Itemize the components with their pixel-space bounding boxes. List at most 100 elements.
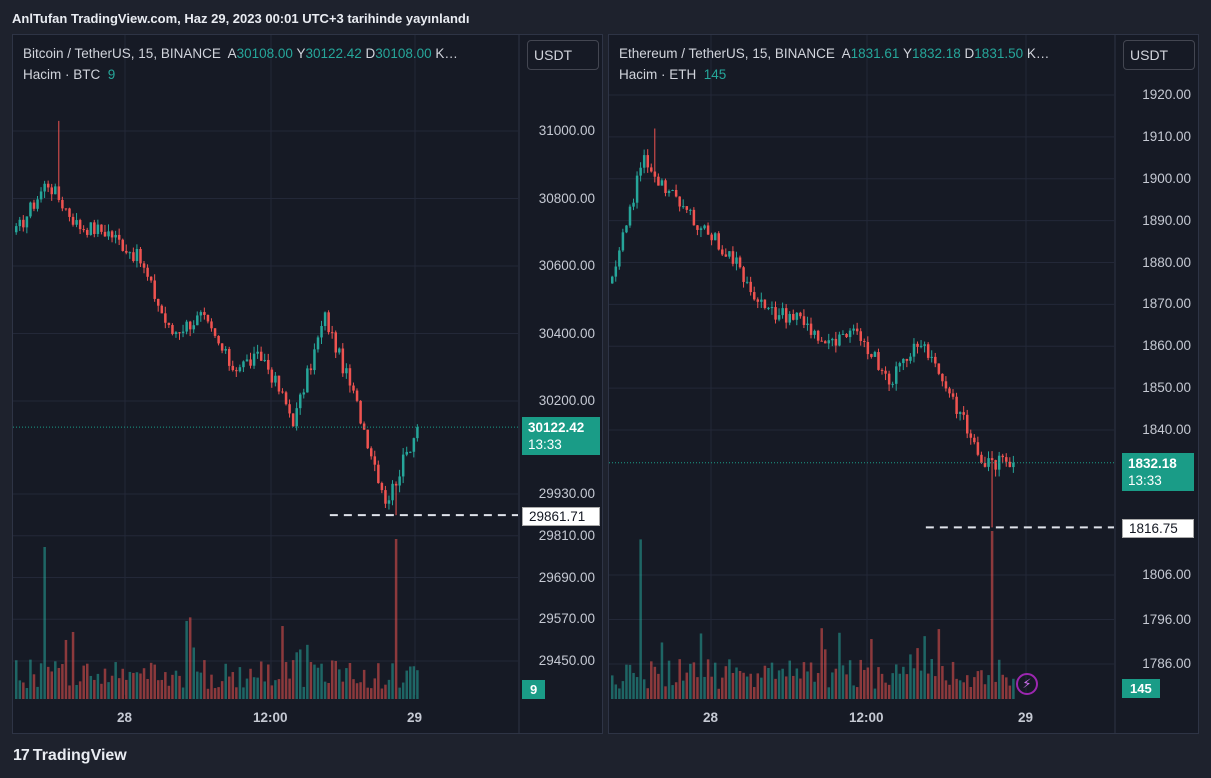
candle-body [277, 375, 281, 392]
volume-bar [228, 676, 231, 699]
candle-body [57, 186, 61, 200]
candle-body [274, 375, 277, 383]
candle-body [401, 454, 405, 477]
volume-bar [114, 662, 117, 699]
eth-price-chart[interactable] [609, 35, 1198, 733]
candle-body [831, 338, 834, 341]
volume-bar [625, 664, 628, 699]
candle-body [923, 344, 926, 346]
volume-bar [316, 667, 320, 699]
candle-body [256, 351, 259, 354]
volume-bar [57, 667, 61, 699]
candle-body [160, 305, 164, 314]
candle-body [827, 340, 831, 344]
volume-bar [834, 668, 838, 699]
candle-body [614, 266, 618, 277]
volume-bar [1005, 677, 1008, 699]
candle-body [114, 234, 117, 238]
volume-bar [213, 688, 217, 699]
candle-body [777, 315, 781, 320]
volume-bar [153, 664, 156, 699]
volume-bar [838, 632, 841, 699]
candle-body [891, 383, 894, 385]
volume-bar [302, 686, 306, 699]
candle-body [742, 267, 745, 282]
volume-bar [210, 674, 213, 699]
volume-bar [107, 682, 110, 699]
volume-bar [689, 663, 692, 699]
eth-volume-legend: Hacim · ETH 145 [619, 67, 726, 82]
candle-body [142, 263, 146, 268]
volume-bar [831, 672, 834, 699]
lightning-icon[interactable]: ⚡ [1016, 673, 1038, 695]
btc-chart-panel[interactable]: Bitcoin / TetherUS, 15, BINANCE A30108.0… [12, 34, 603, 734]
candle-body [852, 328, 855, 331]
volume-bar [873, 688, 877, 699]
volume-bar [642, 679, 646, 699]
volume-bar [763, 665, 767, 699]
volume-bar [639, 539, 642, 699]
candle-body [249, 359, 252, 366]
volume-bar [284, 662, 288, 699]
candle-body [912, 343, 916, 357]
candle-body [717, 233, 720, 250]
volume-bar [777, 670, 781, 699]
candle-body [660, 180, 664, 186]
eth-chart-panel[interactable]: Ethereum / TetherUS, 15, BINANCE A1831.6… [608, 34, 1199, 734]
eth-low-marker: 1816.75 [1122, 519, 1194, 538]
volume-bar [749, 673, 752, 699]
candle-body [362, 423, 366, 430]
volume-bar [217, 687, 220, 699]
volume-bar [288, 678, 291, 699]
volume-bar [724, 666, 728, 699]
btc-countdown: 13:33 [528, 437, 562, 452]
volume-bar [628, 664, 632, 699]
volume-bar [128, 671, 132, 699]
candle-body [330, 332, 334, 334]
volume-bar [121, 668, 124, 699]
candle-body [89, 222, 93, 235]
eth-currency-button[interactable]: USDT [1123, 40, 1195, 70]
candle-body [50, 187, 53, 195]
volume-bar [653, 666, 657, 699]
candle-body [270, 369, 274, 383]
volume-bar [220, 681, 224, 699]
candle-body [110, 231, 114, 238]
candle-body [990, 458, 994, 461]
candle-body [689, 209, 692, 211]
candle-body [103, 231, 107, 237]
volume-bar [955, 678, 958, 699]
y-tick-label: 1860.00 [1142, 338, 1191, 354]
volume-bar [295, 652, 298, 699]
volume-bar [621, 681, 625, 699]
candle-body [29, 202, 32, 217]
candle-body [994, 460, 997, 470]
volume-bar [135, 672, 139, 699]
candle-body [309, 368, 313, 371]
candle-body [753, 292, 756, 300]
y-tick-label: 1840.00 [1142, 422, 1191, 437]
candle-body [128, 252, 132, 254]
volume-bar [82, 665, 85, 699]
volume-bar [820, 628, 823, 699]
volume-bar [64, 639, 68, 699]
btc-currency-button[interactable]: USDT [527, 40, 599, 70]
volume-bar [334, 660, 337, 699]
volume-bar [841, 665, 845, 699]
volume-bar [68, 685, 71, 699]
candle-body [671, 189, 674, 192]
volume-bar [398, 687, 401, 699]
candle-body [387, 500, 391, 504]
candle-body [919, 345, 923, 347]
candle-body [43, 183, 46, 192]
btc-volume-label: Hacim · BTC [23, 67, 101, 82]
btc-price-chart[interactable] [13, 35, 602, 733]
candle-body [284, 392, 288, 405]
volume-bar [664, 686, 667, 699]
candle-body [735, 257, 738, 264]
volume-bar [1001, 674, 1004, 699]
candle-body [185, 321, 188, 332]
x-tick-label: 29 [1018, 710, 1034, 725]
volume-bar [930, 659, 933, 699]
candle-body [703, 225, 706, 229]
